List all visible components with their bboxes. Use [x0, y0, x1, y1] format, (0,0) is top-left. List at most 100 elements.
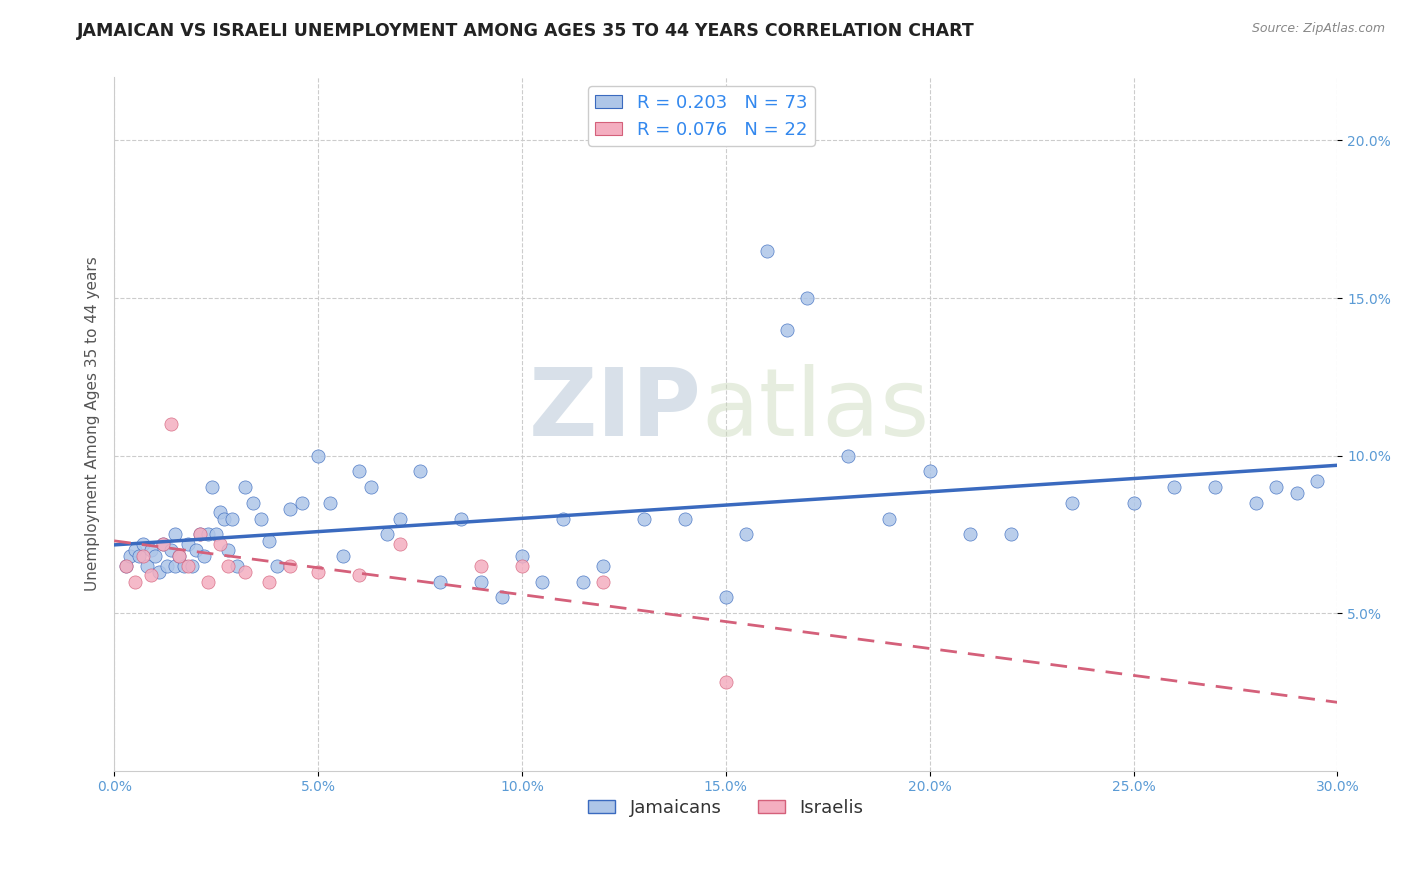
Text: Source: ZipAtlas.com: Source: ZipAtlas.com — [1251, 22, 1385, 36]
Point — [307, 565, 329, 579]
Point — [193, 549, 215, 564]
Point — [221, 511, 243, 525]
Point — [188, 527, 211, 541]
Point — [233, 480, 256, 494]
Point — [429, 574, 451, 589]
Point — [148, 565, 170, 579]
Point — [409, 464, 432, 478]
Point — [796, 291, 818, 305]
Point — [225, 558, 247, 573]
Point — [592, 574, 614, 589]
Point — [132, 537, 155, 551]
Point — [1062, 496, 1084, 510]
Point — [197, 574, 219, 589]
Point — [291, 496, 314, 510]
Point — [278, 502, 301, 516]
Point — [209, 537, 232, 551]
Point — [714, 675, 737, 690]
Point — [217, 558, 239, 573]
Point — [347, 464, 370, 478]
Point — [1000, 527, 1022, 541]
Point — [242, 496, 264, 510]
Point — [633, 511, 655, 525]
Point — [169, 549, 191, 564]
Point — [837, 449, 859, 463]
Point — [152, 537, 174, 551]
Point — [143, 549, 166, 564]
Point — [1306, 474, 1329, 488]
Legend: Jamaicans, Israelis: Jamaicans, Israelis — [581, 791, 870, 824]
Point — [531, 574, 554, 589]
Point — [755, 244, 778, 258]
Point — [307, 449, 329, 463]
Y-axis label: Unemployment Among Ages 35 to 44 years: Unemployment Among Ages 35 to 44 years — [86, 257, 100, 591]
Point — [169, 549, 191, 564]
Point — [735, 527, 758, 541]
Point — [510, 558, 533, 573]
Point — [319, 496, 342, 510]
Point — [1244, 496, 1267, 510]
Point — [1122, 496, 1144, 510]
Point — [165, 558, 187, 573]
Point — [510, 549, 533, 564]
Point — [176, 558, 198, 573]
Point — [776, 322, 799, 336]
Point — [180, 558, 202, 573]
Point — [139, 568, 162, 582]
Point — [918, 464, 941, 478]
Point — [124, 543, 146, 558]
Point — [377, 527, 399, 541]
Point — [205, 527, 228, 541]
Text: atlas: atlas — [702, 364, 929, 456]
Point — [197, 527, 219, 541]
Point — [250, 511, 273, 525]
Point — [1163, 480, 1185, 494]
Point — [188, 527, 211, 541]
Point — [1204, 480, 1226, 494]
Point — [278, 558, 301, 573]
Point — [266, 558, 288, 573]
Point — [201, 480, 224, 494]
Point — [470, 574, 492, 589]
Point — [388, 537, 411, 551]
Point — [491, 591, 513, 605]
Point — [152, 537, 174, 551]
Point — [592, 558, 614, 573]
Point — [388, 511, 411, 525]
Point — [714, 591, 737, 605]
Point — [1265, 480, 1288, 494]
Point — [332, 549, 354, 564]
Text: ZIP: ZIP — [529, 364, 702, 456]
Point — [347, 568, 370, 582]
Point — [173, 558, 195, 573]
Point — [160, 543, 183, 558]
Text: JAMAICAN VS ISRAELI UNEMPLOYMENT AMONG AGES 35 TO 44 YEARS CORRELATION CHART: JAMAICAN VS ISRAELI UNEMPLOYMENT AMONG A… — [77, 22, 976, 40]
Point — [959, 527, 981, 541]
Point — [156, 558, 179, 573]
Point — [115, 558, 138, 573]
Point — [877, 511, 900, 525]
Point — [233, 565, 256, 579]
Point — [360, 480, 382, 494]
Point — [135, 558, 157, 573]
Point — [551, 511, 574, 525]
Point — [124, 574, 146, 589]
Point — [139, 543, 162, 558]
Point — [176, 537, 198, 551]
Point — [115, 558, 138, 573]
Point — [128, 549, 150, 564]
Point — [572, 574, 595, 589]
Point — [214, 511, 236, 525]
Point — [120, 549, 142, 564]
Point — [470, 558, 492, 573]
Point — [1285, 486, 1308, 500]
Point — [257, 533, 280, 548]
Point — [257, 574, 280, 589]
Point — [673, 511, 696, 525]
Point — [217, 543, 239, 558]
Point — [165, 527, 187, 541]
Point — [209, 505, 232, 519]
Point — [450, 511, 472, 525]
Point — [160, 417, 183, 431]
Point — [132, 549, 155, 564]
